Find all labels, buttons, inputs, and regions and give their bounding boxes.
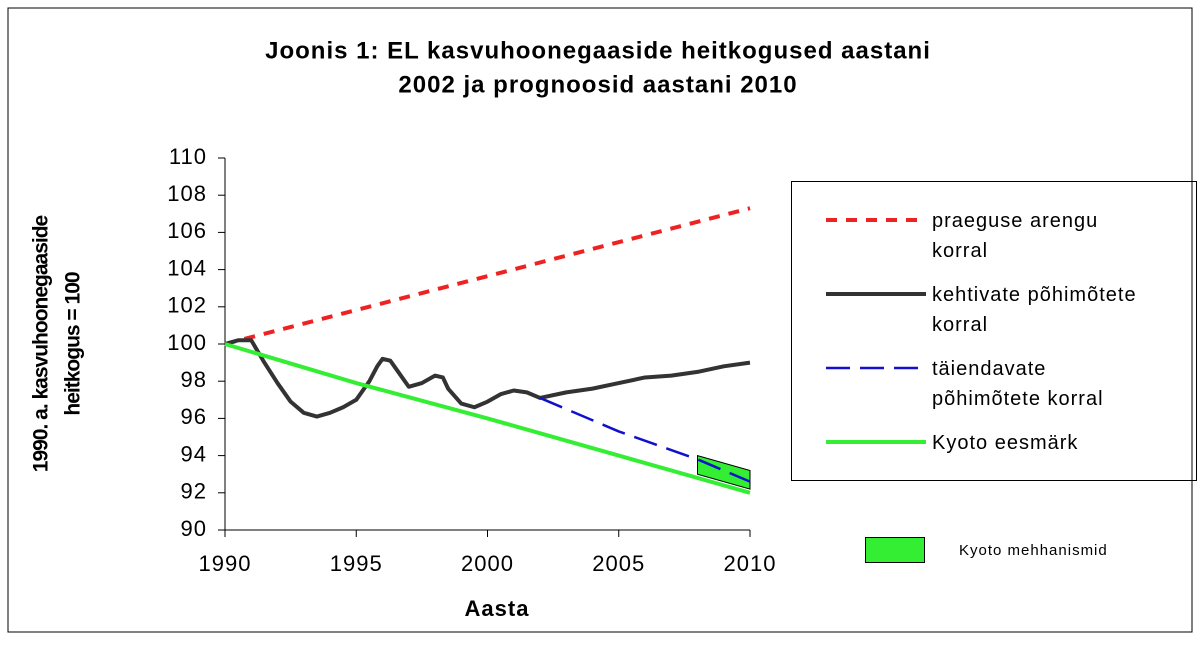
legend-label: täiendavate põhimõtete korral <box>932 358 1104 410</box>
band-swatch <box>865 537 925 563</box>
series-line <box>224 338 751 419</box>
y-tick-label: 104 <box>167 255 207 280</box>
legend-swatch <box>826 366 926 370</box>
frame <box>7 7 1193 633</box>
legend-item: Kyoto eesmärk <box>826 428 1196 458</box>
legend-swatch <box>826 440 926 444</box>
x-tick-label: 2005 <box>592 551 645 576</box>
y-tick-label: 106 <box>167 218 207 243</box>
legend-label: Kyoto eesmärk <box>932 432 1079 454</box>
band-legend: Kyoto mehhanismid <box>865 537 1108 563</box>
chart-title: 2002 ja prognoosid aastani 2010 <box>398 71 797 98</box>
band-label: Kyoto mehhanismid <box>959 541 1108 559</box>
y-tick-label: 108 <box>167 181 207 206</box>
y-axis-label: 1990. a. kasvuhoonegaaside <box>30 215 53 472</box>
legend: praeguse arengu korral kehtivate põhimõte… <box>791 181 1197 481</box>
y-tick-label: 100 <box>167 330 207 355</box>
legend-swatch <box>826 218 926 222</box>
legend-label: kehtivate põhimõtete korral <box>932 284 1137 336</box>
x-tick-label: 2010 <box>724 551 777 576</box>
series-line <box>539 396 751 483</box>
y-tick-label: 92 <box>181 479 207 504</box>
y-tick-label: 94 <box>181 441 207 466</box>
y-tick-label: 96 <box>181 404 207 429</box>
y-tick-label: 102 <box>167 293 207 318</box>
y-axis-label: heitkogus = 100 <box>62 272 85 415</box>
x-tick-label: 1995 <box>330 551 383 576</box>
y-tick-label: 90 <box>181 516 207 541</box>
x-axis-label: Aasta <box>465 596 530 621</box>
band-swatch-rect <box>865 537 925 563</box>
legend-item: kehtivate põhimõtete korral <box>826 280 1196 340</box>
x-tick-label: 1990 <box>199 551 252 576</box>
chart-title: Joonis 1: EL kasvuhoonegaaside heitkogus… <box>265 37 931 64</box>
legend-label: praeguse arengu korral <box>932 210 1099 262</box>
x-tick-label: 2000 <box>461 551 514 576</box>
legend-item: praeguse arengu korral <box>826 206 1196 266</box>
series-line <box>224 342 751 495</box>
legend-item: täiendavate põhimõtete korral <box>826 354 1196 414</box>
legend-swatch <box>826 292 926 296</box>
y-tick-label: 98 <box>181 367 207 392</box>
series-line <box>224 206 751 346</box>
y-tick-label: 110 <box>169 144 207 169</box>
